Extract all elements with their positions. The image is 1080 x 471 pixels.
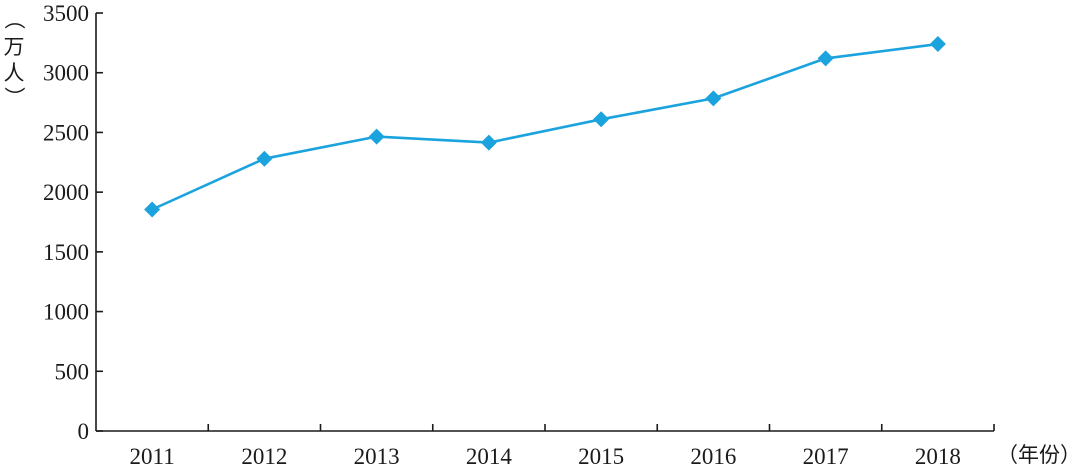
y-tick-label: 3000	[43, 61, 89, 86]
series-group	[144, 36, 946, 218]
axes	[95, 13, 994, 432]
y-axis-title-char: 万	[4, 35, 25, 59]
data-point-2016	[705, 90, 722, 107]
y-tick-label: 2000	[43, 180, 89, 205]
x-ticks: 2011 2012 2013 2014 2015 2016 2017 2018	[130, 424, 995, 469]
x-tick-label: 2016	[690, 444, 736, 469]
y-tick-label: 1000	[43, 300, 89, 325]
data-point-2018	[929, 36, 946, 53]
x-tick-label: 2011	[130, 444, 175, 469]
y-tick-label: 1500	[43, 240, 89, 265]
data-point-2017	[817, 50, 834, 67]
data-point-2014	[480, 134, 497, 151]
y-tick-label: 2500	[43, 120, 89, 145]
data-point-2015	[593, 111, 610, 128]
y-ticks: 0 500 1000 1500 2000 2500 3000 3500	[43, 1, 103, 444]
x-tick-label: 2015	[578, 444, 624, 469]
x-tick-label: 2012	[241, 444, 287, 469]
x-tick-label: 2018	[915, 444, 961, 469]
y-tick-label: 0	[78, 419, 90, 444]
y-axis-title-char: （	[2, 9, 26, 30]
x-tick-label: 2017	[803, 444, 849, 469]
x-tick-label: 2014	[466, 444, 513, 469]
x-tick-label: 2013	[354, 444, 400, 469]
y-tick-label: 500	[55, 359, 90, 384]
data-point-2011	[144, 201, 161, 218]
x-axis-title: （年份）	[997, 443, 1080, 467]
data-point-2013	[368, 128, 385, 145]
y-tick-label: 3500	[43, 1, 89, 26]
y-axis-title-char: ）	[2, 87, 26, 108]
y-axis-title: （ 万人）	[2, 9, 26, 108]
series-line	[151, 42, 939, 211]
y-axis-title-char: 人	[4, 61, 25, 85]
data-point-2012	[256, 150, 273, 167]
